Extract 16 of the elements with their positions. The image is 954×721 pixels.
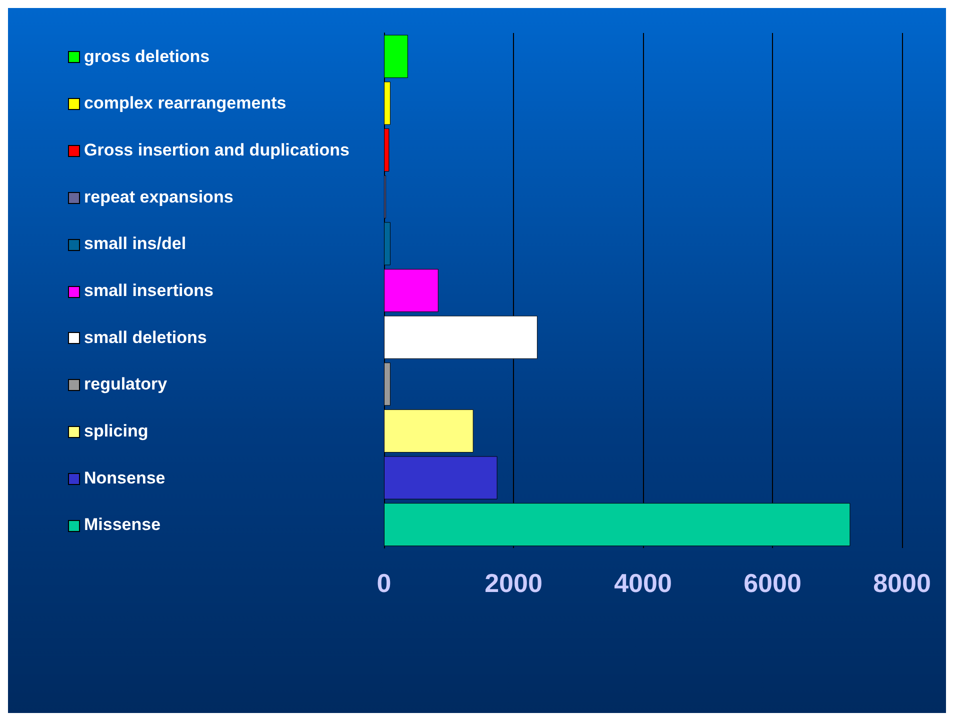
x-tick-label: 0 [376, 568, 392, 598]
y-tick-label: splicing [84, 421, 148, 440]
y-tick-label: gross deletions [84, 46, 210, 66]
x-tick-label: 4000 [614, 568, 672, 598]
y-tick-label: regulatory [84, 374, 168, 394]
x-tick-label: 2000 [484, 568, 542, 598]
y-tick-label: complex rearrangements [84, 94, 286, 113]
y-tick-label: repeat expansions [84, 187, 234, 206]
y-tick-label: Missense [84, 515, 161, 534]
y-tick-label: Nonsense [84, 468, 166, 488]
x-tick-label: 6000 [744, 568, 802, 598]
y-tick-label: small insertions [84, 281, 214, 300]
y-tick-label: Gross insertion and duplications [84, 140, 350, 160]
y-tick-label: small deletions [84, 328, 207, 347]
y-tick-label: small ins/del [84, 234, 186, 254]
x-tick-label: 8000 [873, 568, 931, 598]
